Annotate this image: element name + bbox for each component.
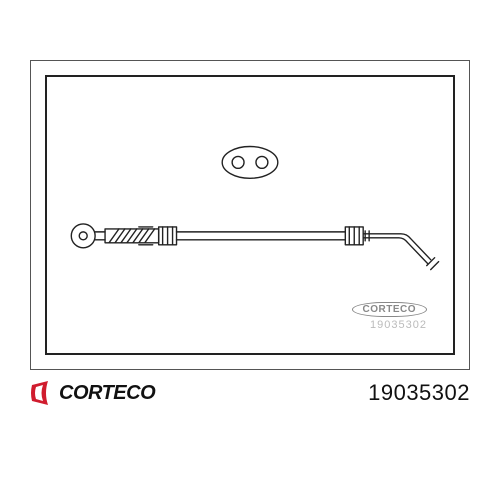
drawing-watermark: CORTECO 19035302 [352, 299, 428, 331]
banjo-inner [79, 232, 87, 240]
brand-text: CORTECO [59, 382, 155, 405]
inline-brand-oval: CORTECO [352, 302, 428, 317]
bracket-hole-right [256, 156, 268, 168]
brand-badge-icon [30, 381, 58, 405]
bracket-hole-left [232, 156, 244, 168]
banjo-outer [71, 224, 95, 248]
tube-bottom [363, 238, 428, 264]
brand-logo: CORTECO [30, 381, 155, 405]
inline-part-number: 19035302 [352, 319, 428, 331]
footer: CORTECO 19035302 [30, 380, 470, 406]
drawing-card: CORTECO 19035302 [30, 60, 470, 370]
drawing-frame: CORTECO 19035302 [45, 75, 455, 355]
bracket-outline [222, 146, 278, 178]
part-number: 19035302 [368, 380, 470, 406]
